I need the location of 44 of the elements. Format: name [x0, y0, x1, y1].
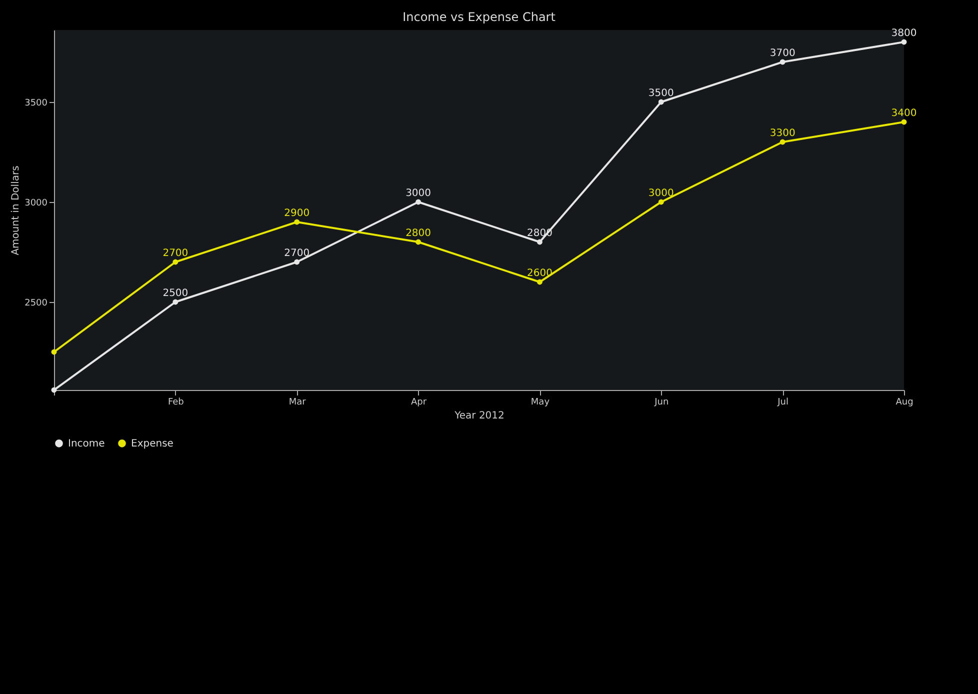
- x-tick-label: Mar: [288, 398, 306, 408]
- y-tick-label: 3500: [24, 98, 48, 108]
- y-tick-label: 2500: [24, 298, 48, 308]
- data-label: 2900: [284, 208, 310, 219]
- data-label: 2800: [406, 228, 432, 239]
- x-tick-label: Apr: [410, 398, 427, 408]
- y-axis-title: Amount in Dollars: [10, 166, 22, 256]
- data-label: 2700: [162, 248, 188, 259]
- data-label: 3700: [770, 48, 796, 59]
- x-tick-label: May: [530, 398, 550, 408]
- x-tick-label: Jun: [654, 398, 669, 408]
- data-label: 3400: [891, 108, 917, 119]
- legend-label: Income: [68, 438, 105, 450]
- point: [536, 239, 542, 245]
- x-tick-label: Feb: [168, 398, 184, 408]
- point: [416, 199, 422, 205]
- data-label: 2600: [526, 268, 552, 279]
- data-label: 3500: [648, 88, 674, 99]
- point: [536, 279, 542, 285]
- point: [780, 139, 786, 145]
- data-label: 3000: [406, 188, 432, 199]
- data-label: 2700: [284, 248, 310, 259]
- point: [172, 299, 178, 305]
- point: [901, 119, 907, 125]
- x-axis-title: Year 2012: [454, 410, 504, 422]
- point: [780, 59, 786, 65]
- point: [294, 259, 300, 265]
- point: [172, 259, 178, 265]
- chart-title: Income vs Expense Chart: [402, 10, 556, 24]
- point: [658, 199, 664, 205]
- point: [51, 387, 57, 393]
- point: [416, 239, 422, 245]
- data-label: 3800: [891, 28, 917, 39]
- data-label: 2500: [162, 288, 188, 299]
- y-tick-label: 3000: [24, 198, 48, 208]
- point: [294, 219, 300, 225]
- data-label: 3000: [648, 188, 674, 199]
- point: [901, 39, 907, 45]
- point: [658, 99, 664, 105]
- point: [51, 349, 57, 355]
- x-tick-label: Aug: [896, 398, 914, 408]
- x-tick-label: Jul: [776, 398, 788, 408]
- data-label: 3300: [770, 128, 796, 139]
- legend-label: Expense: [131, 438, 174, 450]
